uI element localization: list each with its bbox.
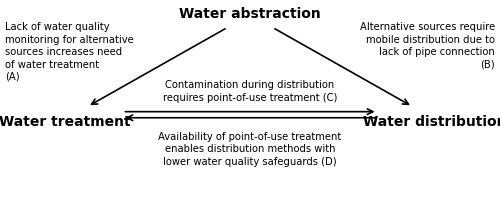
Text: Water distribution: Water distribution (363, 114, 500, 128)
Text: Water treatment: Water treatment (0, 114, 131, 128)
Text: Alternative sources require
mobile distribution due to
lack of pipe connection
(: Alternative sources require mobile distr… (360, 22, 495, 69)
Text: Water abstraction: Water abstraction (179, 7, 321, 21)
Text: Contamination during distribution
requires point-of-use treatment (C): Contamination during distribution requir… (163, 80, 337, 102)
Text: Availability of point-of-use treatment
enables distribution methods with
lower w: Availability of point-of-use treatment e… (158, 131, 342, 166)
Text: Lack of water quality
monitoring for alternative
sources increases need
of water: Lack of water quality monitoring for alt… (5, 22, 134, 82)
